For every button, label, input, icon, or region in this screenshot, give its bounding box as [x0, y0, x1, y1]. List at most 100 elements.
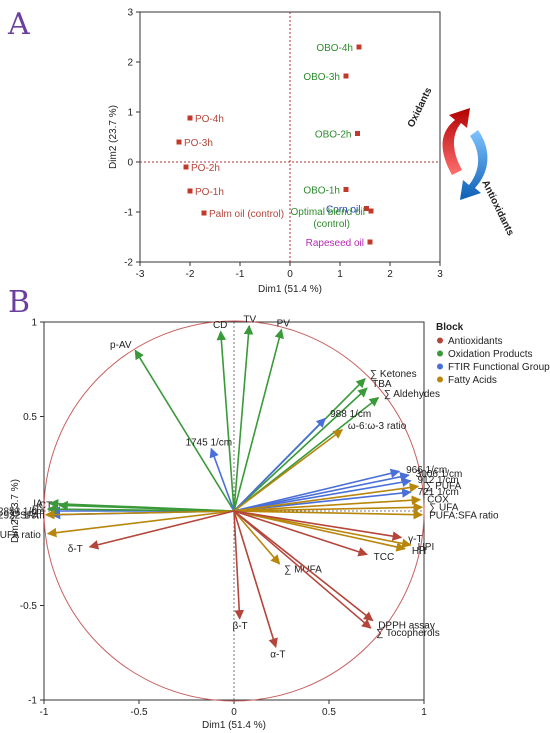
- antioxidants-arrow-icon: [460, 130, 488, 200]
- score-point: [343, 73, 349, 79]
- panel-b-ticks: -1 -0.5 0 0.5 1 -1 -0.5 0 0.5 1: [20, 318, 427, 719]
- legend-swatch: [437, 376, 443, 383]
- loading-vector: [233, 477, 412, 512]
- loading-vector: [216, 330, 235, 512]
- panel-a-x-tick-label: -2: [186, 269, 195, 280]
- loading-vector: [233, 510, 368, 557]
- loading-vector: [233, 429, 344, 512]
- loading-vector: [233, 324, 254, 512]
- loading-vector: [233, 510, 403, 541]
- loading-vector-label: MUFA:PUFA ratio: [0, 530, 41, 541]
- loading-vector-label: β-T: [232, 621, 247, 632]
- legend-title: Block: [436, 322, 464, 333]
- panel-b-x-tick-label: -1: [40, 707, 49, 718]
- loading-vector: [46, 504, 235, 514]
- score-point-label: OBO-4h: [316, 43, 353, 54]
- loading-vector-label: COX: [427, 495, 449, 506]
- loading-vector-label: ∑ PUFA: [425, 481, 461, 492]
- score-point-label: PO-3h: [184, 138, 213, 149]
- loading-vector: [233, 510, 278, 648]
- panel-a-x-tick-label: 3: [437, 269, 443, 280]
- loading-vector-label: IT: [32, 505, 41, 516]
- loading-vector-label: TV: [243, 314, 256, 325]
- loading-vector-label: PUFA:SFA ratio: [429, 510, 499, 521]
- score-point-label: Palm oil (control): [209, 209, 284, 220]
- loading-vector-label: 966 1/cm: [406, 465, 447, 476]
- score-point: [368, 208, 374, 214]
- loading-vector: [233, 510, 245, 620]
- loading-vector: [233, 510, 281, 565]
- score-point: [355, 131, 360, 136]
- loading-vector-label: α-T: [270, 649, 285, 660]
- score-point: [187, 115, 193, 121]
- panel-a-y-tick-label: 1: [127, 108, 133, 119]
- panel-a-x-tick-label: 1: [337, 269, 343, 280]
- score-point-label: OBO-1h: [303, 186, 340, 197]
- score-point-label: PO-4h: [195, 114, 224, 125]
- panel-b-y-axis-label: Dim2 (23.7 %): [10, 479, 21, 543]
- panel-a-y-axis-label: Dim2 (23.7 %): [108, 105, 119, 169]
- panel-a-x-tick-label: 2: [387, 269, 393, 280]
- loading-vector: [233, 387, 368, 512]
- panel-a-y-tick-label: 2: [127, 58, 133, 69]
- panel-a-x-tick-label: 0: [287, 269, 293, 280]
- loading-vector: [88, 510, 235, 550]
- loading-vector-label: ∑ SFA: [10, 510, 39, 521]
- panel-b-y-tick-label: 0: [31, 507, 37, 518]
- panel-a-x-tick-label: -3: [136, 269, 145, 280]
- loading-vector: [209, 447, 235, 512]
- panel-b-x-tick-label: 1: [421, 707, 427, 718]
- score-point: [183, 164, 189, 170]
- score-point: [364, 206, 369, 211]
- loading-vector-label: 988 1/cm: [330, 409, 371, 420]
- score-point-label: Rapeseed oil: [306, 238, 364, 249]
- score-point-label: Optimal blend oil: [291, 207, 365, 218]
- panel-b-x-tick-label: 0: [231, 707, 237, 718]
- oxidant-antioxidant-arrows: Oxidants Antioxidants: [406, 86, 516, 238]
- loading-vector-label: TCC: [374, 552, 395, 563]
- score-point: [187, 188, 193, 194]
- loading-vector-label: γ-T: [408, 534, 422, 545]
- score-point-label: Corn oil: [326, 205, 360, 216]
- panel-a-y-tick-label: -1: [124, 208, 133, 219]
- loading-vector: [233, 510, 372, 629]
- loading-vector: [233, 472, 410, 512]
- panel-a-letter: A: [7, 7, 30, 42]
- loading-vector: [44, 509, 235, 520]
- loading-vector: [46, 510, 235, 538]
- score-point: [343, 187, 349, 192]
- loading-vector-label: 3006 1/cm: [416, 469, 463, 480]
- loading-vector-label: PV: [277, 318, 291, 329]
- loading-vector-label: DPPH assay: [378, 620, 435, 631]
- loading-vector: [134, 349, 235, 512]
- loading-vector: [233, 495, 422, 512]
- panel-b-x-tick-label: 0.5: [322, 707, 336, 718]
- loading-vector-label: 2853 1/cm: [0, 507, 45, 518]
- loading-vector: [233, 468, 401, 512]
- loading-vector-label: 912 1/cm: [418, 475, 459, 486]
- loading-vector: [233, 328, 284, 512]
- loading-vector-label: ω-6:ω-3 ratio: [348, 421, 407, 432]
- loading-vector: [233, 502, 424, 513]
- loading-vector-label: ∑ UFA: [429, 503, 459, 514]
- loading-vector-label: 1745 1/cm: [185, 438, 232, 449]
- loading-vector: [233, 510, 412, 549]
- panel-a-y-tick-label: 3: [127, 8, 133, 19]
- loading-vector-label: IA: [33, 499, 43, 510]
- panel-b-correlation-circle: -1 -0.5 0 0.5 1 -1 -0.5 0 0.5 1 CD TV PV p-AV ∑ Keton…: [0, 314, 550, 731]
- loading-vector-label: ∑ Aldehydes: [384, 389, 440, 400]
- legend-swatch: [437, 363, 443, 370]
- panel-a-points: OBO-4h OBO-3h OBO-2h OBO-1h PO-4h PO-3h PO-2h P…: [176, 43, 374, 249]
- score-point-label: PO-2h: [191, 163, 220, 174]
- panel-a-x-axis-label: Dim1 (51.4 %): [258, 284, 322, 295]
- panel-b-y-tick-label: 0.5: [23, 412, 37, 423]
- panel-a-y-tick-label: 0: [127, 158, 133, 169]
- legend-item-label: Antioxidants: [448, 336, 502, 347]
- loading-vector-label: p-AV: [110, 340, 132, 351]
- score-point-label: (control): [313, 219, 350, 230]
- panel-b-y-tick-label: -0.5: [20, 601, 38, 612]
- loading-vector-label: HPI: [418, 542, 435, 553]
- loading-vector-label: TBA: [372, 379, 392, 390]
